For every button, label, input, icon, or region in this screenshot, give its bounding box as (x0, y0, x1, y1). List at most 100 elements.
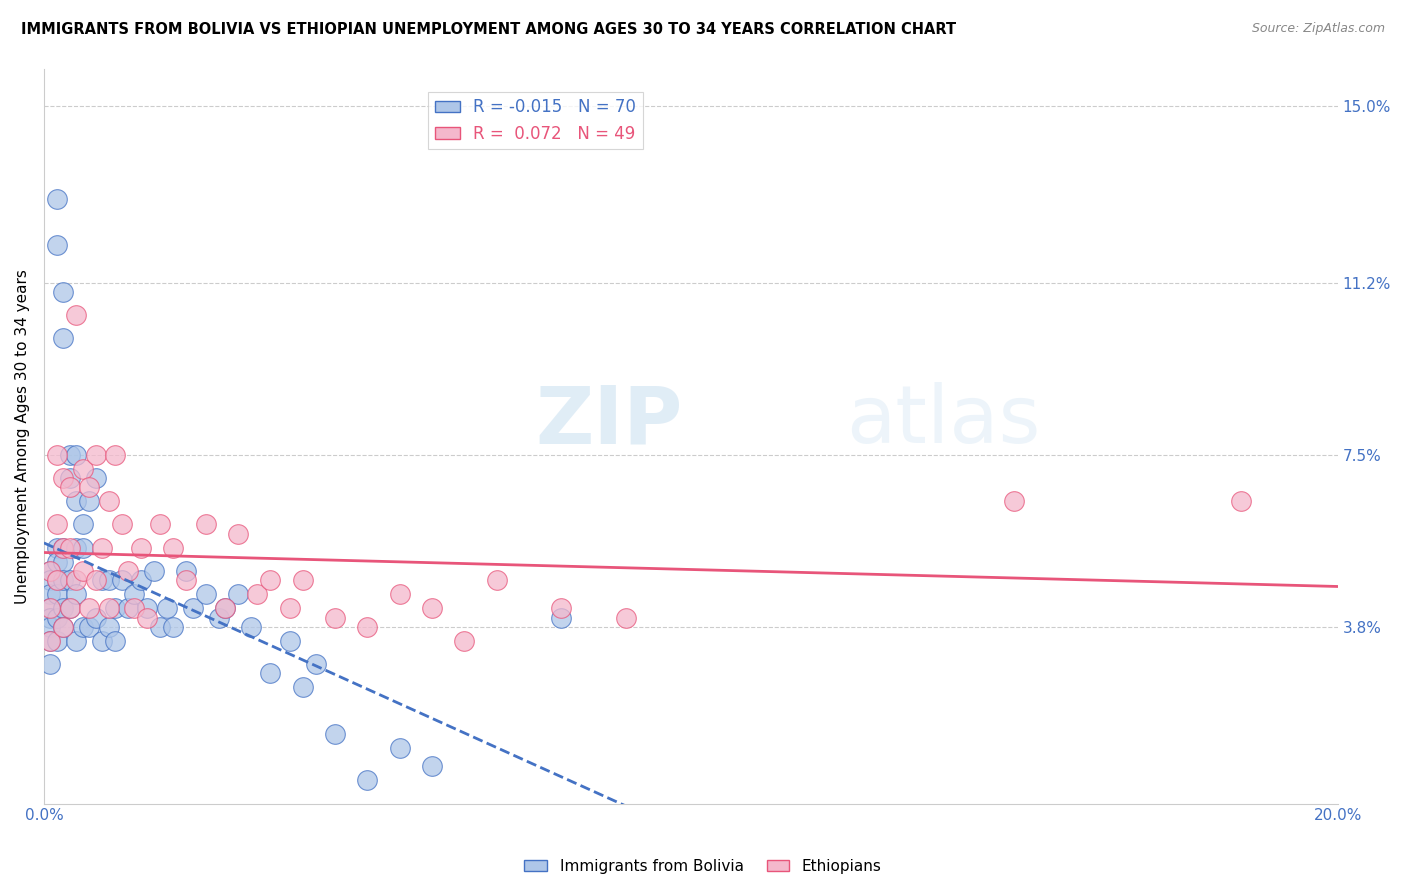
Point (52, 285, 75, 299)
Point (77, 620, 100, 634)
Point (136, 610, 159, 624)
Point (420, 759, 443, 773)
Point (72, 541, 94, 555)
Point (129, 574, 152, 588)
Point (214, 601, 236, 615)
Point (420, 601, 443, 615)
Point (104, 448, 127, 462)
Point (39, 601, 62, 615)
Point (65, 494, 87, 508)
Point (72, 620, 94, 634)
Point (129, 541, 152, 555)
Point (142, 564, 165, 578)
Text: Source: ZipAtlas.com: Source: ZipAtlas.com (1251, 22, 1385, 36)
Point (278, 601, 301, 615)
Point (226, 587, 249, 601)
Point (91, 633, 114, 648)
Legend: Immigrants from Bolivia, Ethiopians: Immigrants from Bolivia, Ethiopians (519, 853, 887, 880)
Point (65, 633, 87, 648)
Point (39, 633, 62, 648)
Point (45, 574, 67, 588)
Point (45, 238, 67, 252)
Point (91, 541, 114, 555)
Point (453, 633, 475, 648)
Point (39, 574, 62, 588)
Point (39, 610, 62, 624)
Point (84, 574, 107, 588)
Point (226, 526, 249, 541)
Point (239, 620, 262, 634)
Point (45, 610, 67, 624)
Point (485, 574, 508, 588)
Point (323, 727, 346, 741)
Point (388, 740, 411, 755)
Point (84, 448, 107, 462)
Point (52, 574, 75, 588)
Point (45, 517, 67, 532)
Point (52, 541, 75, 555)
Point (45, 192, 67, 206)
Point (136, 601, 159, 615)
Point (91, 574, 114, 588)
Point (52, 471, 75, 485)
Point (110, 574, 132, 588)
Point (104, 601, 127, 615)
Point (278, 633, 301, 648)
Point (59, 480, 82, 494)
Point (77, 601, 100, 615)
Point (162, 541, 184, 555)
Point (104, 633, 127, 648)
Point (1002, 494, 1025, 508)
Point (65, 574, 87, 588)
Point (323, 610, 346, 624)
Point (52, 555, 75, 569)
Point (45, 541, 67, 555)
Point (124, 587, 146, 601)
Point (59, 471, 82, 485)
Point (39, 620, 62, 634)
Point (214, 601, 236, 615)
Point (45, 555, 67, 569)
Legend: R = -0.015   N = 70, R =  0.072   N = 49: R = -0.015 N = 70, R = 0.072 N = 49 (429, 92, 643, 149)
Point (65, 541, 87, 555)
Point (117, 564, 139, 578)
Point (174, 564, 197, 578)
Point (194, 517, 217, 532)
Point (356, 620, 378, 634)
Point (174, 574, 197, 588)
Point (52, 620, 75, 634)
Point (59, 448, 82, 462)
Point (45, 448, 67, 462)
Point (97, 574, 120, 588)
Point (52, 541, 75, 555)
Point (59, 601, 82, 615)
Point (72, 517, 94, 532)
Point (84, 610, 107, 624)
Point (52, 620, 75, 634)
Point (52, 331, 75, 345)
Point (52, 601, 75, 615)
Point (207, 610, 229, 624)
Point (614, 610, 637, 624)
Point (39, 601, 62, 615)
Point (149, 517, 172, 532)
Point (65, 448, 87, 462)
Point (356, 773, 378, 788)
Point (291, 681, 314, 695)
Point (162, 620, 184, 634)
Point (1229, 494, 1251, 508)
Point (156, 601, 179, 615)
Text: atlas: atlas (846, 383, 1040, 460)
Y-axis label: Unemployment Among Ages 30 to 34 years: Unemployment Among Ages 30 to 34 years (15, 268, 30, 604)
Point (39, 633, 62, 648)
Point (97, 601, 120, 615)
Point (117, 601, 139, 615)
Point (77, 494, 100, 508)
Point (149, 620, 172, 634)
Point (39, 564, 62, 578)
Text: IMMIGRANTS FROM BOLIVIA VS ETHIOPIAN UNEMPLOYMENT AMONG AGES 30 TO 34 YEARS CORR: IMMIGRANTS FROM BOLIVIA VS ETHIOPIAN UNE… (21, 22, 956, 37)
Point (84, 471, 107, 485)
Point (72, 461, 94, 475)
Point (259, 666, 281, 681)
Point (304, 657, 326, 671)
